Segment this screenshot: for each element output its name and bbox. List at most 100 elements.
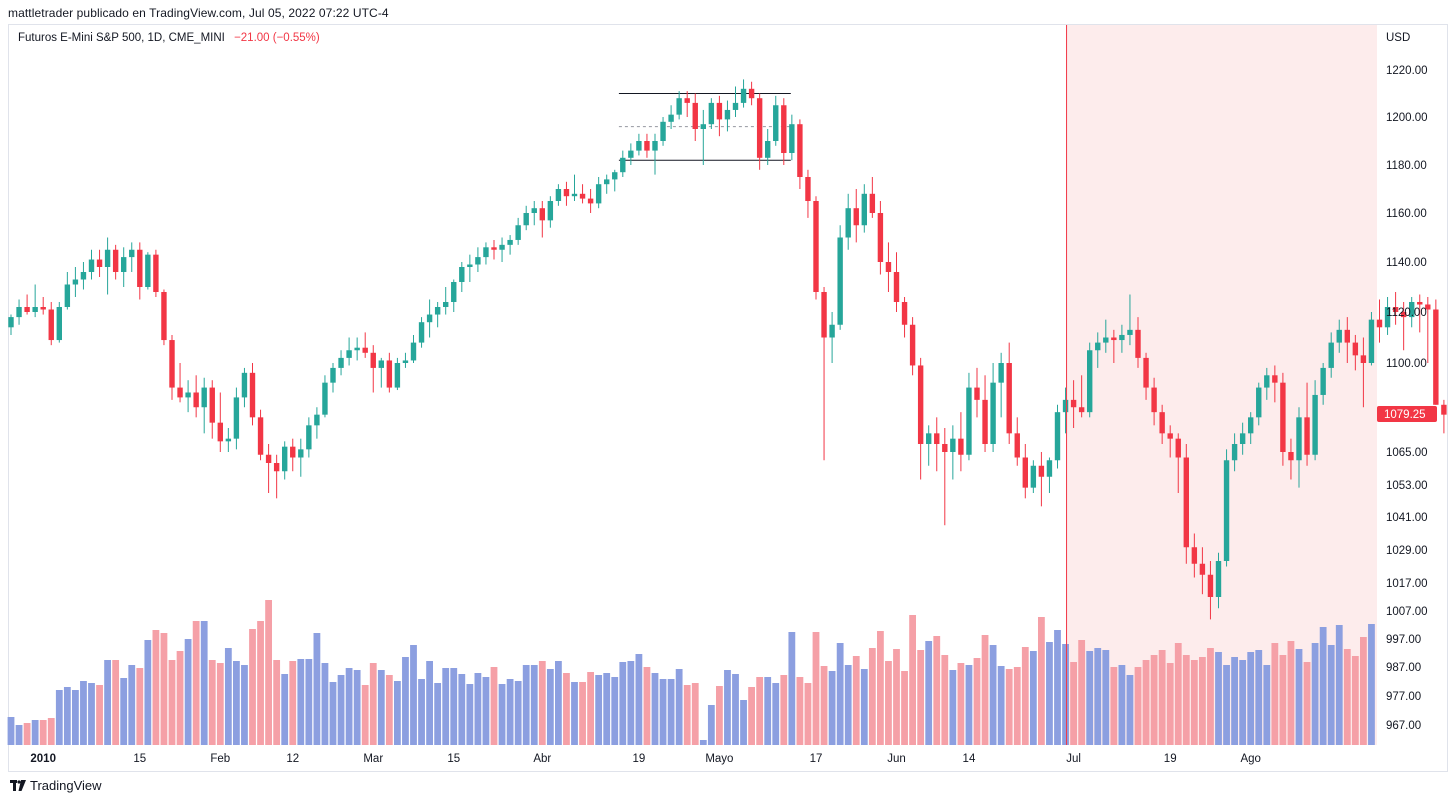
candle bbox=[885, 242, 892, 292]
volume-bar bbox=[1118, 665, 1126, 745]
volume-bar bbox=[120, 678, 128, 745]
candle-body bbox=[1272, 375, 1278, 383]
candle bbox=[934, 417, 940, 472]
candle bbox=[24, 294, 30, 315]
candle-body bbox=[145, 254, 151, 287]
tradingview-brand[interactable]: TradingView bbox=[10, 778, 102, 793]
volume-bar bbox=[152, 630, 160, 745]
candle-body bbox=[306, 425, 312, 450]
candle-body bbox=[1046, 460, 1053, 477]
candle-body bbox=[475, 257, 481, 265]
candle-body bbox=[1400, 312, 1407, 318]
time-tick-label: 17 bbox=[810, 753, 823, 765]
candle-body bbox=[1103, 337, 1109, 343]
volume-bar bbox=[1295, 649, 1303, 745]
volume-bar bbox=[1335, 625, 1343, 745]
volume-bar bbox=[651, 673, 659, 745]
candle bbox=[56, 302, 62, 343]
publisher-info: mattletrader publicado en TradingView.co… bbox=[8, 6, 389, 20]
volume-bar bbox=[571, 682, 578, 745]
volume-bar bbox=[796, 677, 804, 745]
volume-bar bbox=[732, 674, 739, 745]
volume-bar bbox=[1247, 652, 1255, 745]
candle-body bbox=[676, 98, 682, 115]
candle bbox=[161, 289, 167, 346]
candle bbox=[475, 247, 481, 272]
price-tick-label: 987.00 bbox=[1386, 662, 1421, 674]
volume-bar bbox=[96, 685, 103, 745]
candle-body bbox=[797, 124, 803, 177]
candle-body bbox=[724, 109, 731, 120]
last-price-label: 1079.25 bbox=[1384, 409, 1426, 421]
volume-bar bbox=[39, 720, 47, 745]
candle bbox=[1409, 297, 1415, 328]
volume-bar bbox=[1166, 663, 1174, 745]
volume-bar bbox=[55, 690, 63, 745]
time-tick-label: 15 bbox=[133, 753, 146, 765]
candle-body bbox=[958, 438, 964, 455]
volume-bar bbox=[426, 661, 433, 745]
candle bbox=[104, 237, 111, 295]
volume-bar bbox=[297, 659, 305, 745]
volume-bar bbox=[707, 705, 715, 745]
candle bbox=[668, 105, 674, 129]
volume-bar bbox=[184, 639, 192, 745]
candle-body bbox=[571, 193, 578, 197]
candle bbox=[901, 297, 908, 338]
candle-body bbox=[974, 387, 980, 400]
symbol-legend[interactable]: Futuros E-Mini S&P 500, 1D, CME_MINI −21… bbox=[18, 32, 320, 44]
volume-bar bbox=[973, 658, 981, 745]
candle bbox=[121, 247, 127, 287]
candle bbox=[1304, 382, 1310, 466]
volume-bar bbox=[877, 631, 884, 745]
volume-bar bbox=[691, 683, 699, 745]
volume-bar bbox=[844, 665, 852, 745]
candle-body bbox=[1030, 465, 1037, 488]
last-price-tag bbox=[1377, 406, 1437, 422]
candle-body bbox=[644, 141, 650, 151]
candle bbox=[765, 129, 771, 165]
volume-bar bbox=[530, 665, 538, 745]
candle-body bbox=[1175, 438, 1181, 458]
volume-bar bbox=[1263, 665, 1271, 745]
volume-bar bbox=[112, 660, 120, 745]
volume-bar bbox=[1182, 655, 1190, 745]
candle-body bbox=[1280, 382, 1286, 452]
candle bbox=[386, 352, 393, 393]
candle-body bbox=[893, 272, 900, 302]
volume-bar bbox=[128, 665, 136, 745]
currency-label: USD bbox=[1386, 32, 1410, 44]
volume-bar bbox=[410, 645, 417, 745]
candle-body bbox=[1022, 457, 1028, 488]
candle-body bbox=[909, 324, 916, 366]
candle-body bbox=[362, 347, 368, 353]
price-tick-label: 1180.00 bbox=[1386, 160, 1427, 172]
candle-body bbox=[434, 307, 441, 315]
candle-body bbox=[1167, 433, 1173, 439]
candle bbox=[402, 352, 409, 368]
candle bbox=[193, 375, 199, 418]
candle bbox=[1030, 460, 1037, 493]
candle bbox=[1336, 319, 1342, 353]
candle bbox=[587, 189, 594, 213]
tradingview-logo-icon bbox=[10, 779, 26, 792]
volume-bar bbox=[208, 660, 216, 745]
candle bbox=[563, 181, 570, 206]
volume-bar bbox=[273, 660, 281, 745]
candle-body bbox=[129, 249, 135, 258]
candle bbox=[314, 407, 320, 439]
candle-body bbox=[1006, 363, 1012, 434]
candle bbox=[1352, 334, 1359, 371]
volume-bar bbox=[997, 666, 1005, 745]
candle bbox=[1014, 417, 1020, 466]
candle bbox=[1256, 382, 1262, 426]
candle-body bbox=[692, 102, 698, 129]
candle-body bbox=[869, 193, 876, 213]
volume-bar bbox=[1094, 648, 1102, 745]
candle-body bbox=[523, 213, 529, 226]
candle bbox=[346, 337, 352, 366]
candle bbox=[378, 357, 384, 388]
candle-body bbox=[265, 454, 272, 463]
volume-bar bbox=[595, 675, 603, 745]
